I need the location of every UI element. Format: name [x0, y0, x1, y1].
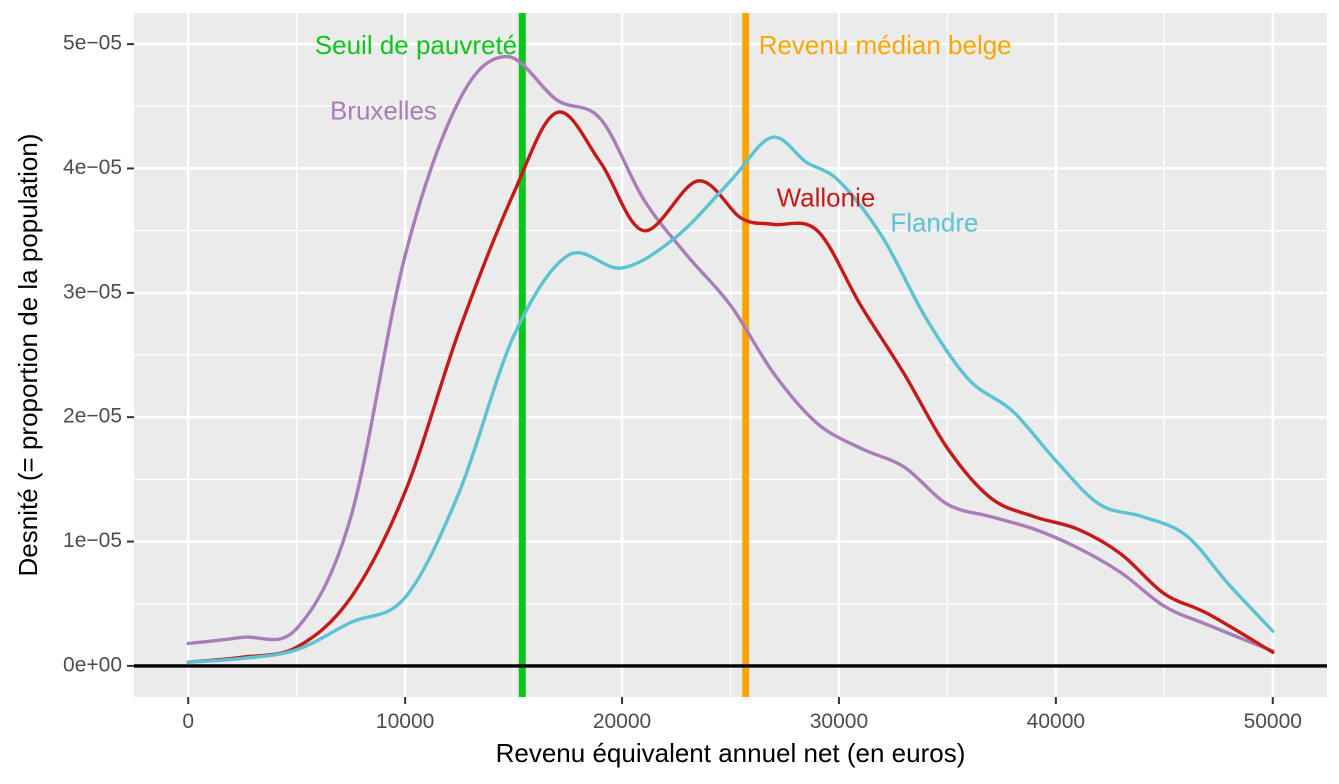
annotation-label: Flandre: [890, 207, 978, 237]
x-tick-label: 20000: [593, 710, 651, 733]
x-tick-label: 50000: [1244, 710, 1302, 733]
annotation-label: Revenu médian belge: [759, 30, 1012, 60]
y-axis: 0e+00 1e−05 2e−05 3e−05 4e−05 5e−05: [63, 32, 134, 676]
x-axis-title: Revenu équivalent annuel net (en euros): [496, 738, 966, 768]
y-tick-label: 1e−05: [63, 529, 122, 552]
reference-lines: [518, 13, 750, 697]
minor-gridlines: [134, 13, 1327, 697]
y-tick-label: 5e−05: [63, 32, 122, 55]
series-line-flandre: [186, 135, 1275, 664]
y-tick-label: 2e−05: [63, 405, 122, 428]
y-tick-label: 3e−05: [63, 280, 122, 303]
x-axis: 0 10000 20000 30000 40000 50000: [182, 697, 1302, 733]
y-tick-label: 4e−05: [63, 156, 122, 179]
annotation-label: Wallonie: [777, 182, 876, 212]
x-tick-label: 10000: [376, 710, 434, 733]
series-line-bruxelles: [186, 54, 1275, 653]
y-axis-title: Desnité (= proportion de la population): [13, 133, 43, 576]
x-tick-label: 0: [182, 710, 194, 733]
major-gridlines: [134, 13, 1327, 697]
x-tick-label: 30000: [810, 710, 868, 733]
annotation-label: Seuil de pauvreté: [315, 30, 517, 60]
density-curves: [186, 54, 1275, 664]
series-line-wallonie: [186, 110, 1275, 664]
annotations: Seuil de pauvreté Revenu médian belge Brux…: [315, 30, 1012, 237]
x-tick-label: 40000: [1027, 710, 1085, 733]
annotation-label: Bruxelles: [330, 95, 437, 125]
y-tick-label: 0e+00: [63, 653, 122, 676]
